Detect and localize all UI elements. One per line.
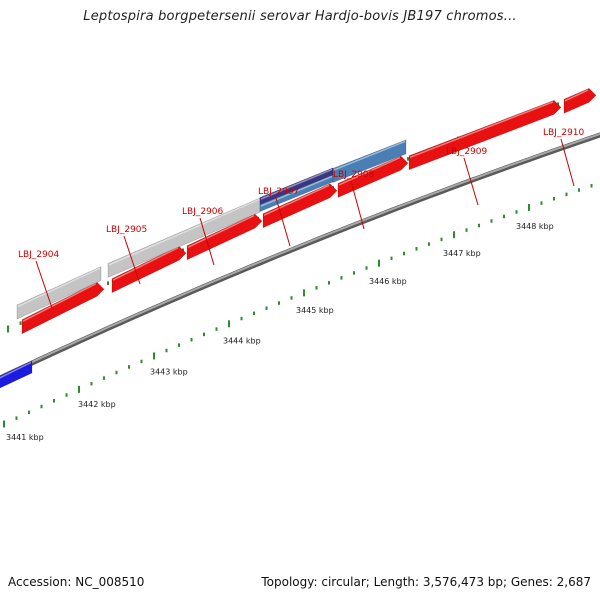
cds-arrow-3-body[interactable] <box>186 213 263 261</box>
leader-line <box>560 138 575 187</box>
ruler-label-1: 3441 kbp <box>6 433 44 442</box>
gene-block-1[interactable] <box>16 266 102 320</box>
other-feature-1[interactable] <box>0 360 33 393</box>
gene-block-2-shine <box>108 198 260 266</box>
gene-name-LBJ_2909[interactable]: LBJ_2909 <box>446 147 488 157</box>
leader-line <box>199 217 215 266</box>
leader-line <box>463 157 479 206</box>
genome-summary-text: Topology: circular; Length: 3,576,473 bp… <box>261 575 591 589</box>
other-feature-1-body[interactable] <box>0 360 33 393</box>
other-feature-1-shine <box>0 361 32 379</box>
cds-arrow-7-shine <box>564 89 589 102</box>
gene-name-LBJ_2904[interactable]: LBJ_2904 <box>18 250 60 260</box>
backbone-highlight <box>0 132 600 379</box>
gene-label-LBJ_2906[interactable]: LBJ_2906 <box>182 207 224 266</box>
ruler-label-4: 3444 kbp <box>223 336 261 345</box>
gene-block-3b-shine <box>260 175 333 207</box>
gene-label-LBJ_2907[interactable]: LBJ_2907 <box>258 187 299 247</box>
leader-line <box>35 260 53 309</box>
gene-name-LBJ_2905[interactable]: LBJ_2905 <box>106 225 147 235</box>
lower-tick-row <box>3 184 593 428</box>
cds-arrow-7-body[interactable] <box>563 88 597 114</box>
ruler-label-2: 3442 kbp <box>78 400 116 409</box>
gene-block-3-shine <box>260 168 333 200</box>
gene-label-LBJ_2909[interactable]: LBJ_2909 <box>446 147 488 206</box>
cds-arrow-5-shine <box>338 156 401 186</box>
gene-block-4-shine <box>333 140 406 171</box>
cds-arrow-5[interactable] <box>337 155 409 198</box>
backbone-line <box>0 132 600 381</box>
cds-arrow-1-body[interactable] <box>21 281 105 335</box>
cds-arrow-6-body[interactable] <box>408 100 562 171</box>
ruler-label-7: 3447 kbp <box>443 249 481 258</box>
cds-arrow-4-shine <box>263 184 330 216</box>
gene-name-LBJ_2907[interactable]: LBJ_2907 <box>258 187 299 197</box>
cds-arrow-5-body[interactable] <box>337 155 409 198</box>
gene-label-LBJ_2910[interactable]: LBJ_2910 <box>543 128 585 187</box>
ruler-label-6: 3446 kbp <box>369 277 407 286</box>
cds-arrow-6-shine <box>409 101 554 158</box>
accession-text: Accession: NC_008510 <box>8 575 145 589</box>
gene-label-LBJ_2905[interactable]: LBJ_2905 <box>106 225 147 285</box>
leader-line <box>123 235 141 285</box>
gene-block-4[interactable] <box>332 139 407 183</box>
map-title: Leptospira borgpetersenii serovar Hardjo… <box>83 9 517 24</box>
ruler-label-5: 3445 kbp <box>296 306 334 315</box>
ruler-label-8: 3448 kbp <box>516 222 554 231</box>
cds-arrow-1[interactable] <box>21 281 105 335</box>
leader-line <box>350 180 365 230</box>
gene-name-LBJ_2908[interactable]: LBJ_2908 <box>333 170 375 180</box>
gene-label-LBJ_2908[interactable]: LBJ_2908 <box>333 170 375 230</box>
gene-label-LBJ_2904[interactable]: LBJ_2904 <box>18 250 60 309</box>
gene-block-1-shine <box>17 267 101 308</box>
cds-arrow-3-shine <box>187 214 255 248</box>
leader-line <box>275 197 291 247</box>
gene-block-1-body[interactable] <box>16 266 102 320</box>
cds-arrow-1-shine <box>22 283 97 322</box>
cds-arrow-2-shine <box>112 247 179 281</box>
gene-block-4-body[interactable] <box>332 139 407 183</box>
ruler-label-3: 3443 kbp <box>150 368 188 377</box>
gene-name-LBJ_2906[interactable]: LBJ_2906 <box>182 207 224 217</box>
cds-arrow-3[interactable] <box>186 213 263 261</box>
cds-arrow-6[interactable] <box>408 100 562 171</box>
gene-name-LBJ_2910[interactable]: LBJ_2910 <box>543 128 585 138</box>
cds-arrow-7[interactable] <box>563 88 597 114</box>
